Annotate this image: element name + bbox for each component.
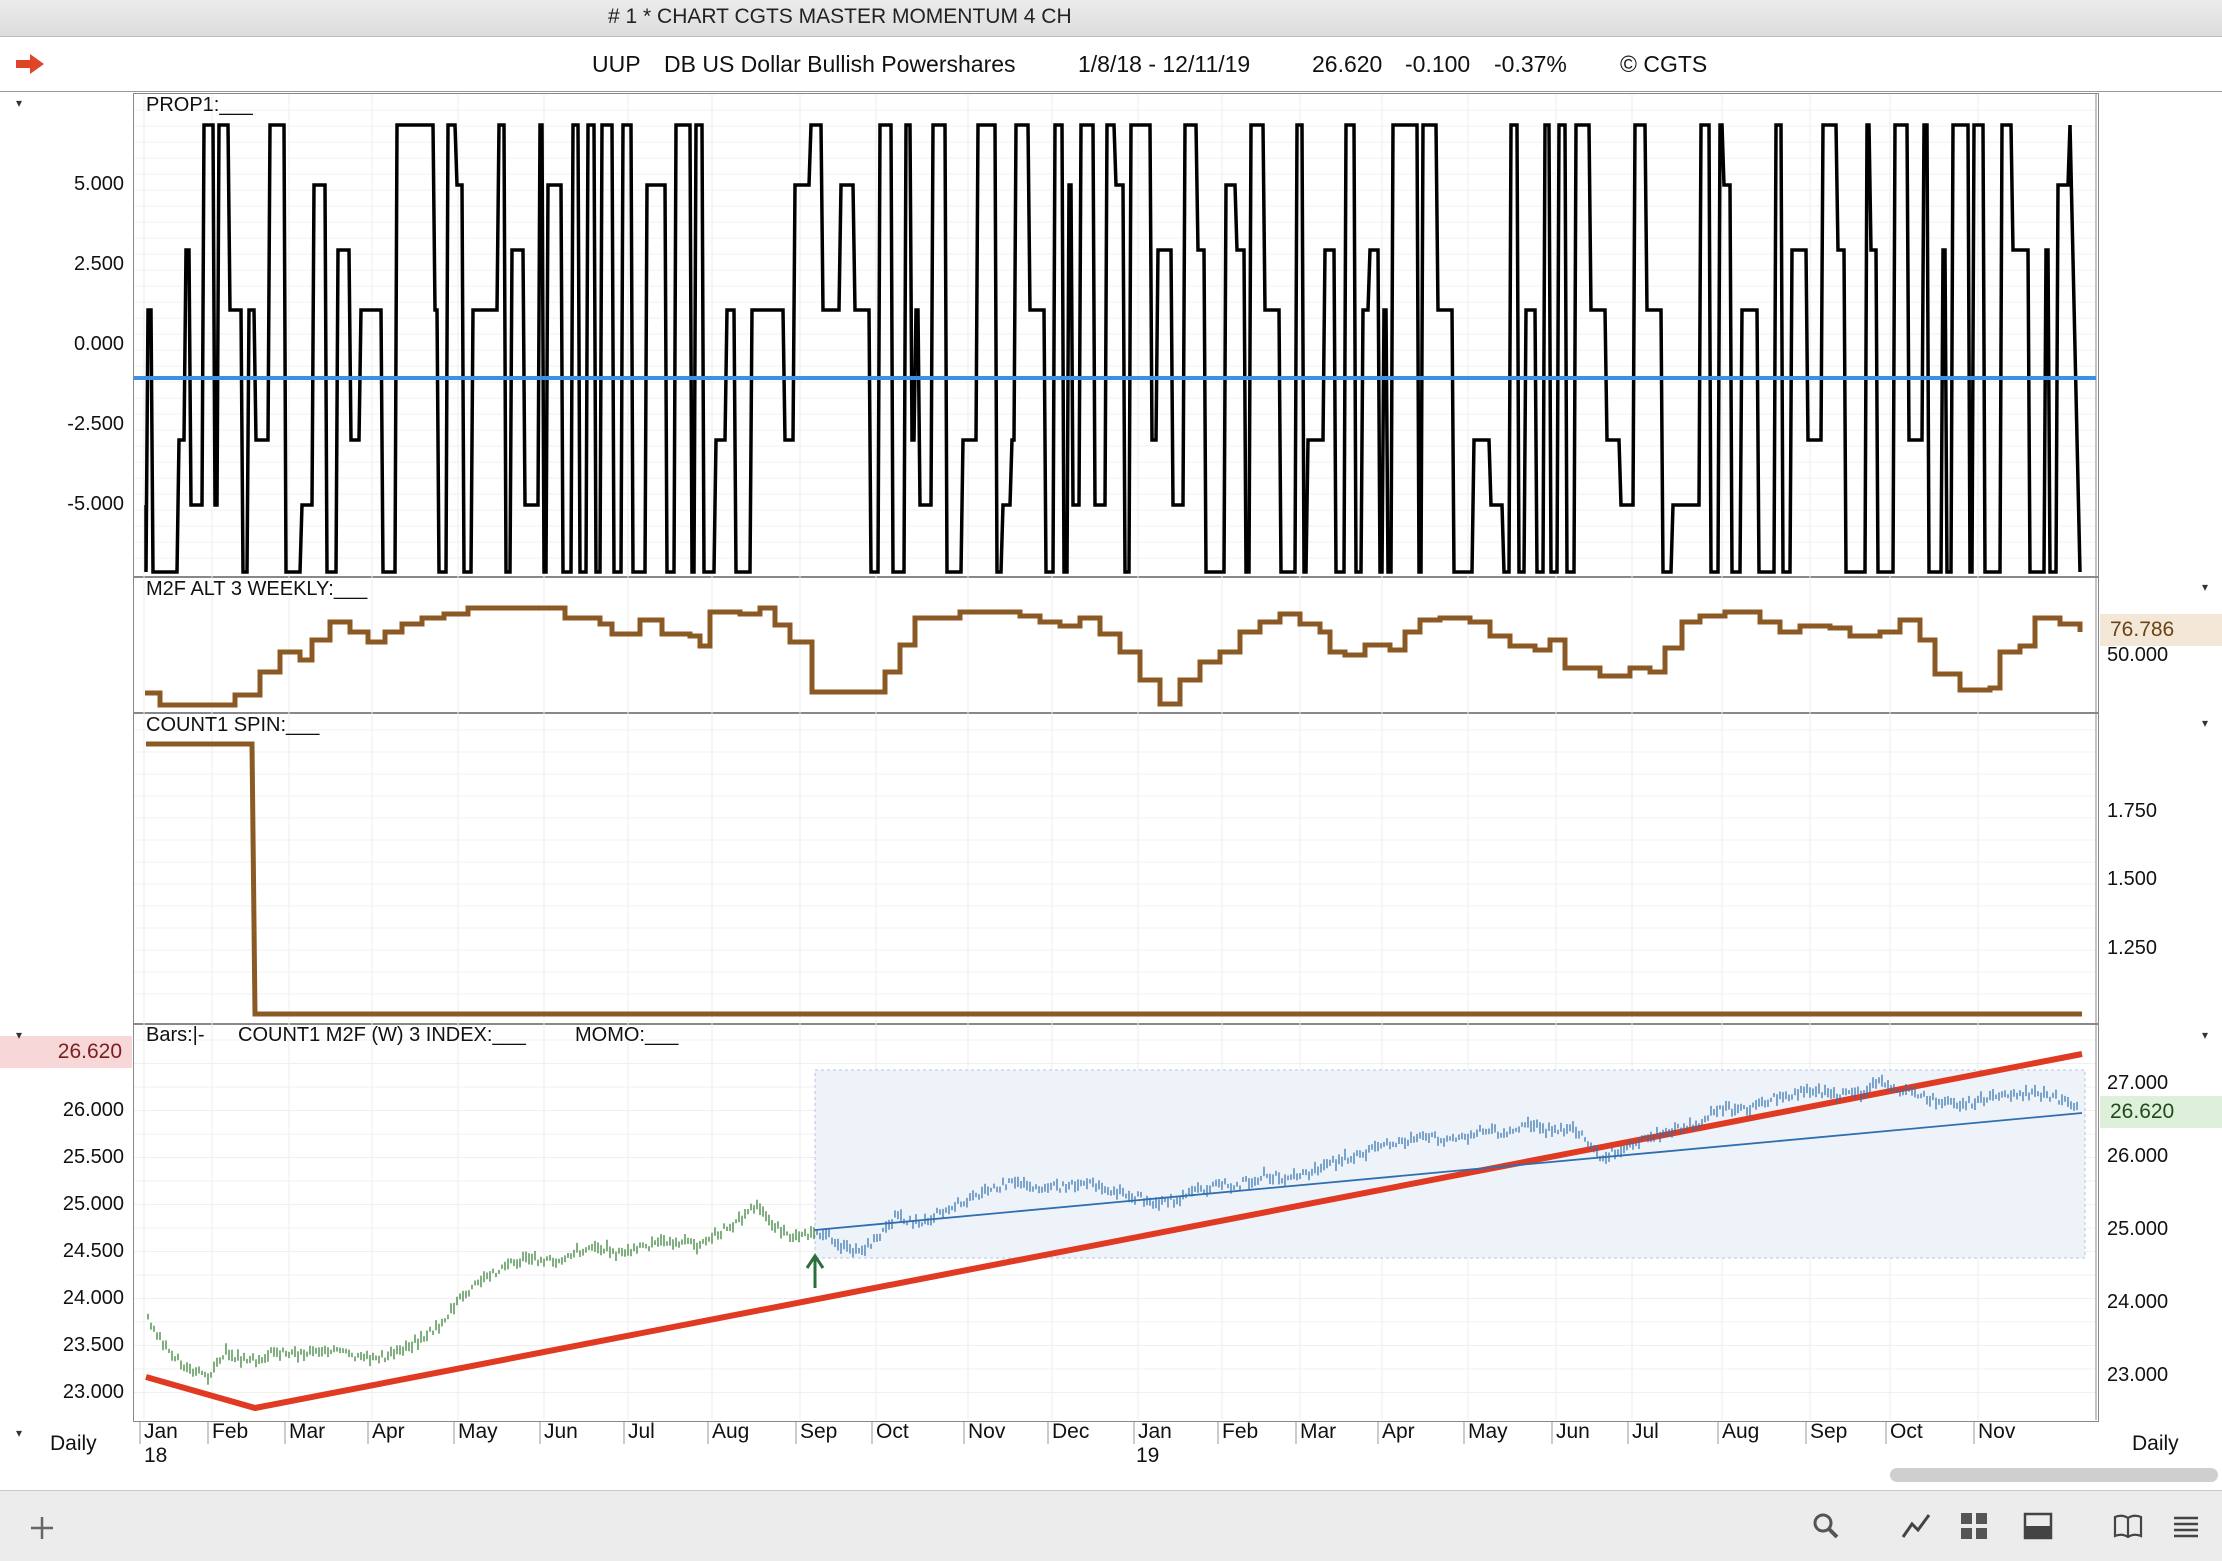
period-left[interactable]: Daily [50,1432,97,1455]
list-icon[interactable] [2170,1510,2202,1542]
panel-menu-icon[interactable]: ▾ [2202,1028,2209,1042]
panel-icon[interactable] [2022,1510,2054,1542]
price-change: -0.100 [1405,51,1471,77]
bars-left-tick: 23.000 [62,1381,124,1403]
month-label: Jun [1556,1420,1590,1443]
month-label: Oct [876,1420,909,1443]
bars-left-tick: 25.500 [62,1146,124,1168]
count1-tick: 1.750 [2107,800,2158,822]
prop1-tick: -5.000 [67,493,124,515]
month-label: Apr [1382,1420,1415,1443]
month-label: Jul [628,1420,655,1443]
month-label: Sep [800,1420,838,1443]
bottom-toolbar [0,1490,2222,1561]
horizontal-scrollbar[interactable] [1890,1468,2218,1482]
index-line [814,1112,2083,1231]
count1-tick: 1.250 [2107,937,2158,959]
panel-menu-icon[interactable]: ▾ [16,1028,23,1042]
year-label-18: 18 [144,1444,168,1467]
bars-right-tick: 24.000 [2107,1291,2169,1313]
panel-menu-icon[interactable]: ▾ [2202,580,2209,594]
month-label: Apr [372,1420,405,1443]
book-icon[interactable] [2112,1510,2144,1542]
prop1-tick: -2.500 [67,413,124,435]
bars-left-tick: 25.000 [62,1193,124,1215]
bars-left-tick: 26.000 [62,1099,124,1121]
prop1-series-line [144,123,2082,574]
bars-right-tick: 26.000 [2107,1145,2169,1167]
m2f-series-line [145,605,2083,708]
month-label: Aug [712,1420,750,1443]
projection-box [814,1069,2086,1259]
bars-left-tick: 23.500 [62,1334,124,1356]
m2f-tick: 50.000 [2107,644,2169,666]
last-price: 26.620 [1312,51,1383,77]
count1-panel[interactable] [133,712,2099,1025]
up-arrow-marker [805,1253,825,1288]
bars-right-tick: 25.000 [2107,1218,2169,1240]
red-arrow-icon[interactable] [14,53,46,75]
symbol: UUP [592,51,641,77]
momo-line [145,1051,2083,1412]
month-label: May [1468,1420,1508,1443]
m2f-label: M2F ALT 3 WEEKLY:___ [146,578,368,600]
momo-label: MOMO:___ [575,1024,679,1046]
month-label: Nov [968,1420,1006,1443]
month-label: Jul [1632,1420,1659,1443]
price-bars-2018 [147,1199,815,1385]
index-label: COUNT1 M2F (W) 3 INDEX:___ [238,1024,526,1046]
month-label: Feb [212,1420,249,1443]
month-label: Jan [144,1420,178,1443]
month-label: Dec [1052,1420,1090,1443]
panel-menu-icon[interactable]: ▾ [2202,716,2209,730]
prop1-panel[interactable] [133,93,2099,578]
bars-left-tick: 24.000 [62,1287,124,1309]
last-price-right-badge: 26.620 [2100,1096,2222,1128]
prop1-tick: 0.000 [73,333,124,355]
m2f-value-badge: 76.786 [2100,614,2222,646]
last-price-left-badge: 26.620 [0,1036,132,1068]
year-label-19: 19 [1136,1444,1160,1467]
month-label: Nov [1978,1420,2016,1443]
month-label: Sep [1810,1420,1848,1443]
price-bars-2019 [816,1074,2078,1258]
month-label: Mar [289,1420,326,1443]
window-title: # 1 * CHART CGTS MASTER MOMENTUM 4 CH [608,5,1072,28]
m2f-panel[interactable] [133,576,2099,714]
copyright: © CGTS [1620,51,1708,77]
month-label: Oct [1890,1420,1923,1443]
chart-header: UUP DB US Dollar Bullish Powershares 1/8… [0,37,2222,92]
prop1-label: PROP1:___ [146,94,253,116]
count1-series-line [146,741,2082,1017]
date-range: 1/8/18 - 12/11/19 [1078,51,1251,77]
grid-icon[interactable] [1958,1510,1990,1542]
prop1-tick: 5.000 [73,173,124,195]
panel-menu-icon[interactable]: ▾ [16,96,23,110]
count1-tick: 1.500 [2107,868,2158,890]
month-label: May [458,1420,498,1443]
price-change-pct: -0.37% [1494,51,1567,77]
window-titlebar: # 1 * CHART CGTS MASTER MOMENTUM 4 CH [0,0,2222,37]
bars-panel[interactable] [133,1023,2099,1422]
bars-left-tick: 24.500 [62,1240,124,1262]
search-icon[interactable] [1810,1510,1842,1542]
month-label: Aug [1722,1420,1760,1443]
month-label: Jun [544,1420,578,1443]
period-menu-icon[interactable]: ▾ [16,1426,23,1440]
month-label: Jan [1138,1420,1172,1443]
security-name: DB US Dollar Bullish Powershares [664,51,1016,77]
bars-right-tick: 23.000 [2107,1364,2169,1386]
month-label: Feb [1222,1420,1259,1443]
period-right[interactable]: Daily [2132,1432,2179,1455]
month-label: Mar [1300,1420,1337,1443]
line-chart-icon[interactable] [1900,1510,1932,1542]
count1-label: COUNT1 SPIN:___ [146,714,320,736]
bars-right-tick: 27.000 [2107,1072,2169,1094]
bars-label: Bars:|- [146,1024,205,1046]
plus-icon[interactable] [26,1512,58,1544]
prop1-tick: 2.500 [73,253,124,275]
